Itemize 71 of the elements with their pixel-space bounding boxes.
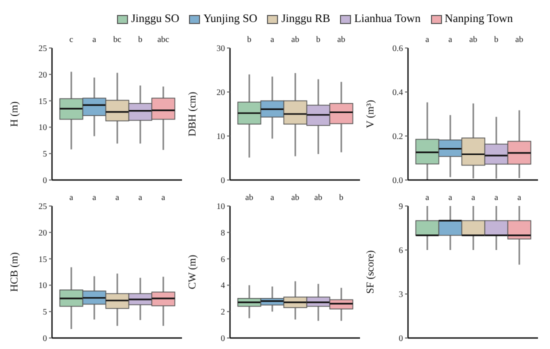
- y-tick-label: 0: [42, 175, 47, 186]
- text: a: [448, 192, 452, 202]
- y-tick-label: 0.4: [392, 87, 404, 98]
- text: a: [448, 34, 452, 44]
- legend-label: Nanping Town: [444, 13, 513, 25]
- text: a: [161, 192, 166, 202]
- y-tick-label: 8: [220, 227, 225, 238]
- y-tick-label: 25: [38, 201, 47, 212]
- text: ab: [291, 192, 300, 202]
- y-axis-title: SF (score): [366, 250, 377, 294]
- text: ab: [469, 34, 478, 44]
- text: ab: [291, 34, 300, 44]
- text: ab: [337, 34, 346, 44]
- legend-label: Yunjing SO: [203, 13, 258, 25]
- text: abc: [157, 34, 170, 44]
- y-tick-label: 5: [42, 148, 47, 159]
- text: b: [494, 34, 498, 44]
- text: a: [69, 192, 74, 202]
- y-tick-label: 5: [42, 306, 47, 317]
- text: ab: [314, 192, 322, 202]
- text: b: [316, 34, 320, 44]
- y-tick-label: 15: [38, 254, 47, 264]
- text: b: [138, 34, 142, 44]
- text: b: [339, 192, 344, 202]
- text: b: [247, 34, 252, 44]
- y-tick-label: 10: [38, 122, 47, 132]
- y-tick-label: 0: [42, 333, 47, 344]
- y-tick-label: 4: [220, 280, 226, 290]
- y-tick-label: 10: [216, 131, 225, 142]
- text: a: [115, 192, 120, 202]
- y-axis-title: HCB (m): [10, 252, 21, 292]
- y-tick-label: 0.0: [392, 175, 403, 186]
- text: a: [425, 192, 430, 202]
- y-tick-label: 15: [38, 96, 47, 106]
- text: a: [517, 192, 522, 202]
- legend-label: Lianhua Town: [354, 13, 421, 25]
- y-tick-label: 0.2: [392, 131, 403, 142]
- text: a: [270, 34, 274, 44]
- text: a: [92, 192, 96, 202]
- y-tick-label: 10: [38, 280, 47, 290]
- y-tick-label: 25: [38, 43, 47, 54]
- text: a: [494, 192, 498, 202]
- text: a: [92, 34, 96, 44]
- text: ab: [245, 192, 254, 202]
- text: a: [471, 192, 476, 202]
- y-axis-title: H (m): [10, 100, 21, 127]
- y-tick-label: 10: [216, 201, 225, 212]
- text: ab: [515, 34, 524, 44]
- text: c: [69, 34, 74, 44]
- y-tick-label: 0.6: [392, 43, 403, 54]
- y-tick-label: 0: [220, 333, 225, 344]
- y-axis-title: V (m³): [366, 99, 377, 128]
- y-tick-label: 9: [398, 201, 403, 212]
- y-tick-label: 20: [38, 69, 47, 80]
- y-tick-label: 20: [38, 227, 47, 238]
- text: a: [138, 192, 142, 202]
- y-tick-label: 20: [216, 87, 225, 98]
- text: bc: [113, 34, 122, 44]
- y-tick-label: 6: [398, 245, 403, 256]
- y-tick-label: 6: [220, 254, 225, 264]
- y-tick-label: 2: [220, 306, 225, 317]
- y-tick-label: 30: [216, 43, 225, 54]
- y-tick-label: 3: [398, 289, 403, 300]
- text: a: [270, 192, 274, 202]
- y-tick-label: 0: [398, 333, 403, 344]
- legend-label: Jinggu RB: [281, 13, 330, 25]
- y-tick-label: 0: [220, 175, 225, 186]
- y-axis-title: DBH (cm): [188, 91, 199, 136]
- y-axis-title: CW (m): [188, 254, 199, 290]
- legend-label: Jinggu SO: [131, 13, 180, 25]
- text: a: [425, 34, 430, 44]
